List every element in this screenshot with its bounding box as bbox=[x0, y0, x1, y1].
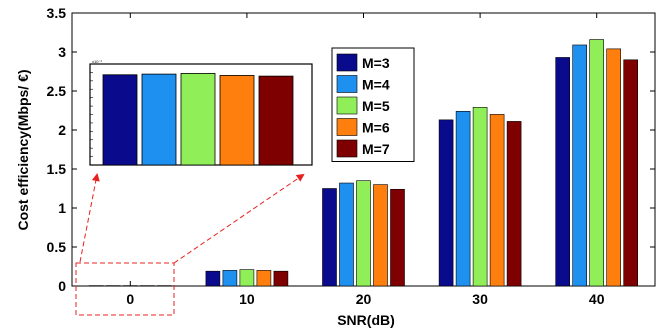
bars bbox=[89, 39, 639, 287]
legend: M=3 M=4 M=5 M=6 M=7 bbox=[331, 47, 415, 162]
zoom-indicator bbox=[75, 173, 305, 316]
bar bbox=[606, 48, 622, 287]
bar bbox=[455, 110, 471, 287]
bar bbox=[89, 285, 104, 287]
inset-zoom-plot: x10⁻³ bbox=[89, 59, 313, 166]
legend-swatch bbox=[336, 96, 358, 115]
bar bbox=[273, 270, 289, 287]
inset-bar bbox=[180, 73, 216, 166]
x-tick-label: 30 bbox=[472, 291, 488, 307]
bar bbox=[205, 270, 221, 287]
y-tick-label: 1 bbox=[58, 200, 66, 216]
y-tick-label: 0 bbox=[58, 278, 66, 294]
bar bbox=[256, 270, 272, 287]
bar bbox=[239, 269, 255, 287]
zoom-arrow-left bbox=[79, 173, 100, 263]
x-tick-label: 40 bbox=[589, 291, 605, 307]
legend-label: M=7 bbox=[362, 141, 390, 157]
legend-label: M=6 bbox=[362, 120, 390, 136]
y-axis-label: Cost efficiency(Mbps/ €) bbox=[15, 69, 31, 230]
zoom-region-box bbox=[75, 262, 175, 316]
y-tick-label: 3.5 bbox=[47, 5, 67, 21]
y-tick-label: 1.5 bbox=[47, 161, 67, 177]
inset-bar bbox=[102, 74, 138, 166]
bar bbox=[489, 114, 505, 287]
bar bbox=[123, 285, 138, 287]
x-axis-label: SNR(dB) bbox=[337, 312, 395, 328]
legend-label: M=3 bbox=[362, 55, 390, 71]
legend-label: M=5 bbox=[362, 98, 390, 114]
bar bbox=[572, 44, 588, 287]
bar bbox=[623, 59, 639, 287]
zoom-arrow-right bbox=[173, 173, 305, 264]
bar bbox=[322, 188, 337, 287]
inset-bar bbox=[141, 73, 177, 166]
y-axis: 0 0.5 1 1.5 2 2.5 3 3.5 bbox=[47, 5, 655, 294]
bar bbox=[140, 285, 155, 287]
inset-bar bbox=[219, 75, 255, 166]
bar bbox=[438, 119, 454, 287]
x-tick-label: 10 bbox=[239, 291, 255, 307]
bar bbox=[106, 285, 121, 287]
bar bbox=[356, 180, 371, 287]
inset-scale-label: x10⁻³ bbox=[92, 59, 103, 64]
bar bbox=[555, 57, 571, 287]
bar bbox=[157, 285, 172, 287]
inset-bar bbox=[258, 75, 294, 166]
legend-label: M=4 bbox=[362, 77, 390, 93]
bar bbox=[390, 188, 405, 287]
y-tick-label: 2 bbox=[58, 122, 66, 138]
legend-swatch bbox=[336, 139, 358, 158]
x-tick-label: 0 bbox=[126, 291, 134, 307]
bar bbox=[222, 270, 238, 287]
y-tick-label: 2.5 bbox=[47, 83, 67, 99]
bar bbox=[506, 121, 522, 287]
bar bbox=[373, 184, 388, 287]
y-tick-label: 0.5 bbox=[47, 239, 67, 255]
x-tick-label: 20 bbox=[356, 291, 372, 307]
bar bbox=[589, 39, 605, 287]
y-tick-label: 3 bbox=[58, 44, 66, 60]
bar bbox=[472, 107, 488, 287]
bar bbox=[339, 182, 354, 287]
legend-swatch bbox=[336, 75, 358, 93]
legend-swatch bbox=[336, 53, 358, 72]
legend-swatch bbox=[336, 118, 358, 136]
